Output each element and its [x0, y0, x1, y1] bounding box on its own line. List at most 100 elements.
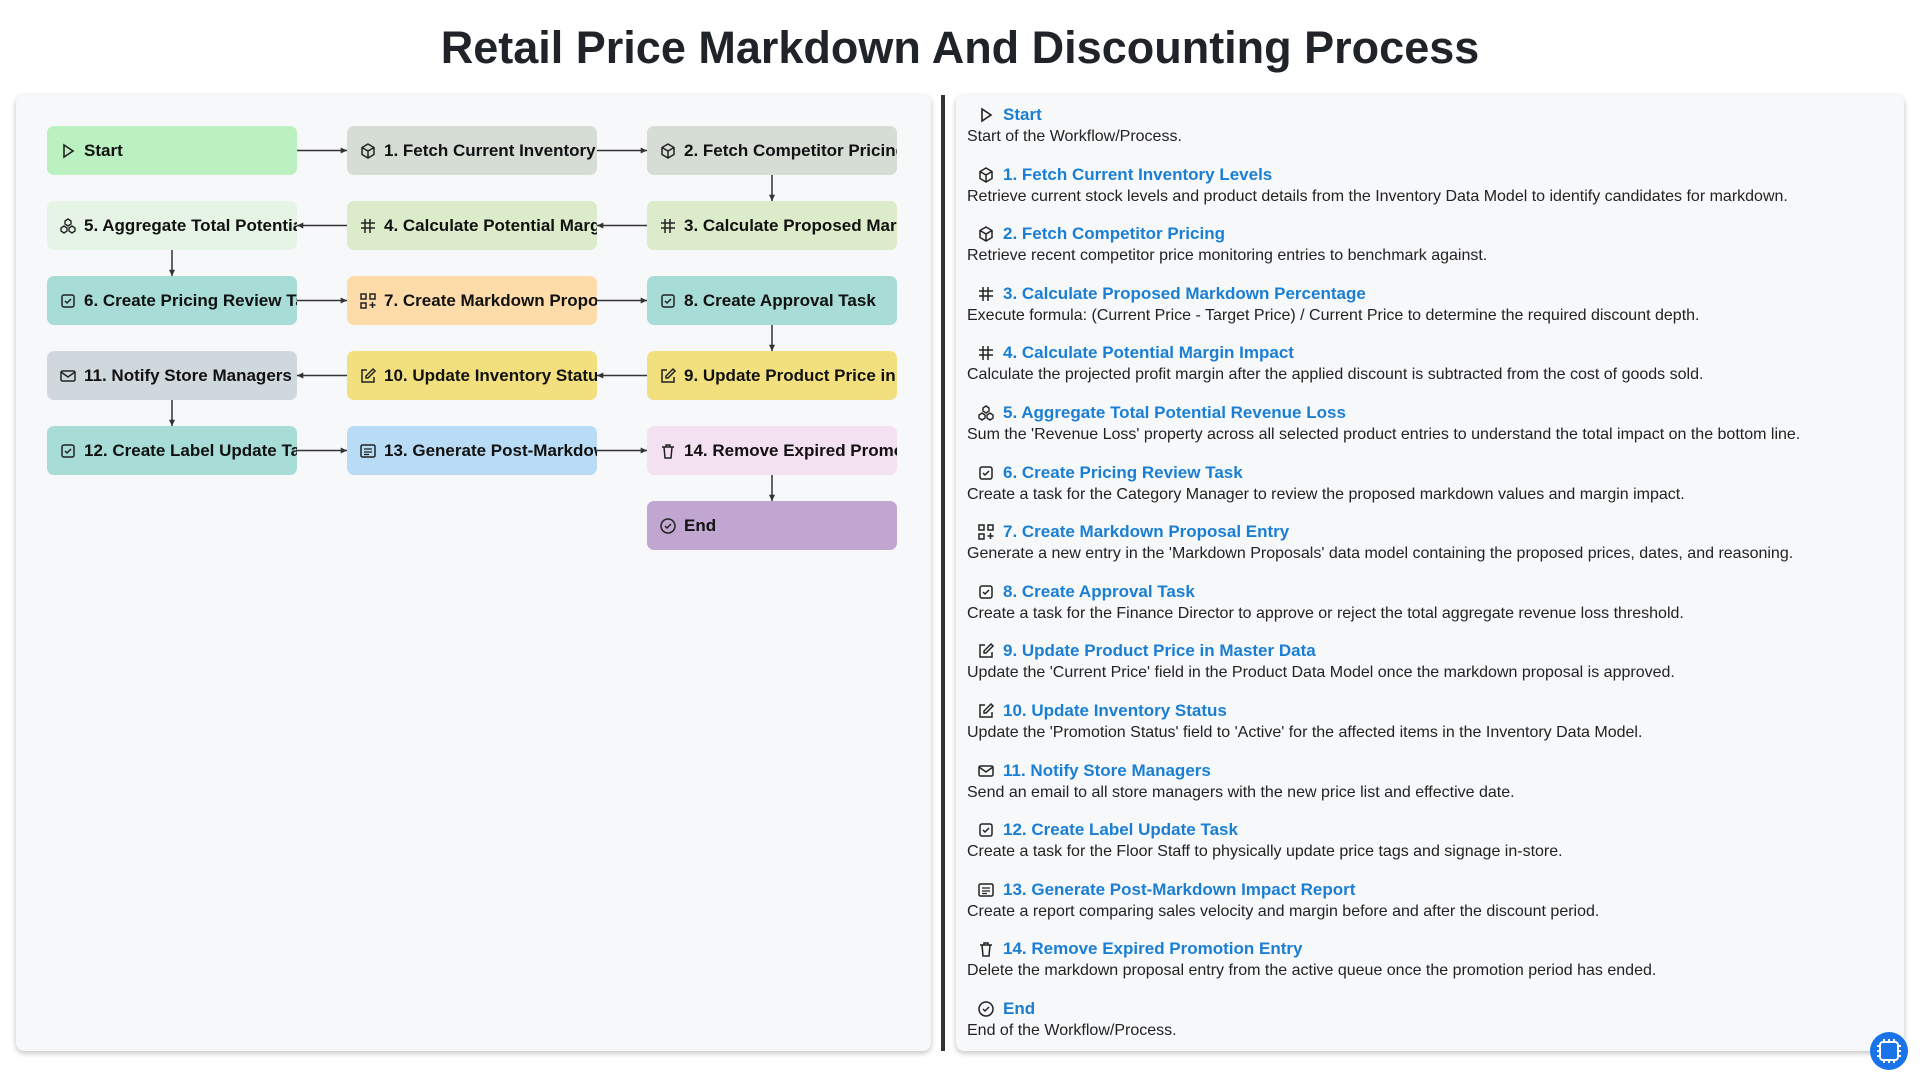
arrow-head: [768, 194, 776, 201]
step-title: 11. Notify Store Managers: [1003, 760, 1211, 780]
flow-node: 7. Create Markdown Proposal Entry: [347, 276, 597, 325]
icon: [63, 143, 75, 158]
icon: [978, 764, 994, 777]
flow-panel: [16, 95, 931, 1051]
icon: [979, 166, 993, 183]
node-label: 8. Create Approval Task: [684, 290, 876, 310]
page-title: Retail Price Markdown And Discounting Pr…: [440, 22, 1480, 73]
step-title: 13. Generate Post-Markdown Impact Report: [1003, 879, 1356, 899]
icon: [661, 142, 675, 159]
step-item: Start Start of the Workflow/Process.: [967, 105, 1182, 146]
node-label: 1. Fetch Current Inventory Levels: [384, 140, 597, 160]
arrow-head: [340, 297, 347, 304]
flow-node: 4. Calculate Potential Margin Impact: [347, 201, 597, 250]
icon: [360, 292, 376, 309]
step-item: 5. Aggregate Total Potential Revenue Los…: [967, 403, 1800, 444]
node-label: 5. Aggregate Total Potential Revenue Los…: [84, 215, 297, 235]
flow-node: 13. Generate Post-Markdown Impact Report: [347, 426, 597, 475]
step-description: Send an email to all store managers with…: [967, 783, 1515, 801]
step-item: 6. Create Pricing Review Task Create a ta…: [967, 463, 1685, 504]
arrow-head: [768, 344, 776, 351]
arrow-head: [168, 269, 176, 276]
step-description: Update the 'Promotion Status' field to '…: [967, 724, 1643, 741]
step-item: 11. Notify Store Managers Send an email t…: [967, 761, 1515, 802]
arrow-head: [597, 372, 604, 379]
icon: [979, 465, 993, 480]
flow-node: 5. Aggregate Total Potential Revenue Los…: [47, 201, 297, 250]
icon: [661, 293, 675, 308]
icon: [978, 524, 994, 540]
step-title: 10. Update Inventory Status: [1003, 701, 1227, 720]
step-item: 4. Calculate Potential Margin Impact Calc…: [967, 343, 1703, 384]
icon: [61, 293, 75, 308]
step-description: Create a task for the Category Manager t…: [967, 485, 1685, 503]
step-item: 12. Create Label Update Task Create a tas…: [967, 820, 1563, 861]
step-title: 9. Update Product Price in Master Data: [1003, 641, 1316, 661]
flow-node: 11. Notify Store Managers: [47, 351, 297, 400]
icon: [361, 367, 377, 383]
step-description: Delete the markdown proposal entry from …: [967, 962, 1657, 980]
step-description: Create a report comparing sales velocity…: [967, 902, 1600, 920]
flow-node: 10. Update Inventory Status: [347, 351, 597, 400]
step-title: 12. Create Label Update Task: [1003, 820, 1238, 840]
node-label: 9. Update Product Price in Master Data: [684, 365, 897, 385]
step-item: 9. Update Product Price in Master Data Up…: [967, 641, 1675, 682]
icon: [61, 443, 75, 458]
step-title: 5. Aggregate Total Potential Revenue Los…: [1003, 403, 1346, 422]
node-label: Start: [84, 140, 123, 160]
step-item: 2. Fetch Competitor Pricing Retrieve rece…: [967, 224, 1487, 265]
node-label: 13. Generate Post-Markdown Impact Report: [384, 440, 597, 460]
node-label: 4. Calculate Potential Margin Impact: [384, 215, 597, 235]
arrow-head: [597, 222, 604, 229]
step-item: End End of the Workflow/Process.: [967, 999, 1177, 1040]
description-panel: [956, 95, 1904, 1051]
flow-node: 6. Create Pricing Review Task: [47, 276, 297, 325]
flow-node: 12. Create Label Update Task: [47, 426, 297, 475]
step-title: 3. Calculate Proposed Markdown Percentag…: [1003, 283, 1366, 303]
flow-node: End: [647, 501, 897, 550]
flow-node: 9. Update Product Price in Master Data: [647, 351, 897, 400]
step-item: 7. Create Markdown Proposal Entry Generat…: [967, 522, 1793, 563]
step-title: Start: [1003, 105, 1042, 124]
icon: [361, 218, 375, 233]
step-title: 6. Create Pricing Review Task: [1003, 462, 1243, 482]
step-item: 3. Calculate Proposed Markdown Percentag…: [967, 284, 1699, 325]
step-description: Sum the 'Revenue Loss' property across a…: [967, 426, 1801, 443]
flow-node: 3. Calculate Proposed Markdown Percentag…: [647, 201, 897, 250]
step-item: 10. Update Inventory Status Update the 'P…: [967, 701, 1642, 742]
node-label: 2. Fetch Competitor Pricing: [684, 140, 897, 160]
node-label: 12. Create Label Update Task: [84, 440, 297, 460]
node-label: 3. Calculate Proposed Markdown Percentag…: [684, 215, 897, 235]
node-label: 6. Create Pricing Review Task: [84, 290, 297, 310]
step-title: 4. Calculate Potential Margin Impact: [1003, 343, 1294, 363]
step-description: Calculate the projected profit margin af…: [967, 366, 1704, 384]
icon: [980, 942, 992, 958]
step-item: 1. Fetch Current Inventory Levels Retriev…: [967, 165, 1788, 206]
step-description: Update the 'Current Price' field in the …: [967, 664, 1675, 682]
step-title: 2. Fetch Competitor Pricing: [1003, 224, 1225, 244]
node-label: 14. Remove Expired Promotion Entry: [684, 440, 897, 460]
step-description: Retrieve recent competitor price monitor…: [967, 247, 1488, 265]
node-label: 11. Notify Store Managers: [84, 365, 292, 385]
icon: [979, 286, 993, 301]
step-title: 7. Create Markdown Proposal Entry: [1003, 522, 1290, 542]
flow-node: 8. Create Approval Task: [647, 276, 897, 325]
step-description: Create a task for the Finance Director t…: [967, 604, 1684, 622]
arrow-head: [640, 447, 647, 454]
icon: [660, 517, 676, 534]
icon: [979, 702, 995, 718]
icon: [978, 1001, 994, 1017]
icon: [661, 218, 675, 233]
arrow-head: [640, 147, 647, 154]
assistant-button[interactable]: [1869, 1031, 1909, 1071]
icon: [361, 142, 375, 159]
icon: [979, 346, 993, 361]
step-description: Retrieve current stock levels and produc…: [967, 187, 1788, 205]
icon: [978, 405, 994, 421]
step-item: 13. Generate Post-Markdown Impact Report…: [967, 880, 1599, 921]
icon: [360, 443, 376, 458]
node-label: 10. Update Inventory Status: [384, 365, 597, 385]
step-description: End of the Workflow/Process.: [967, 1022, 1177, 1039]
